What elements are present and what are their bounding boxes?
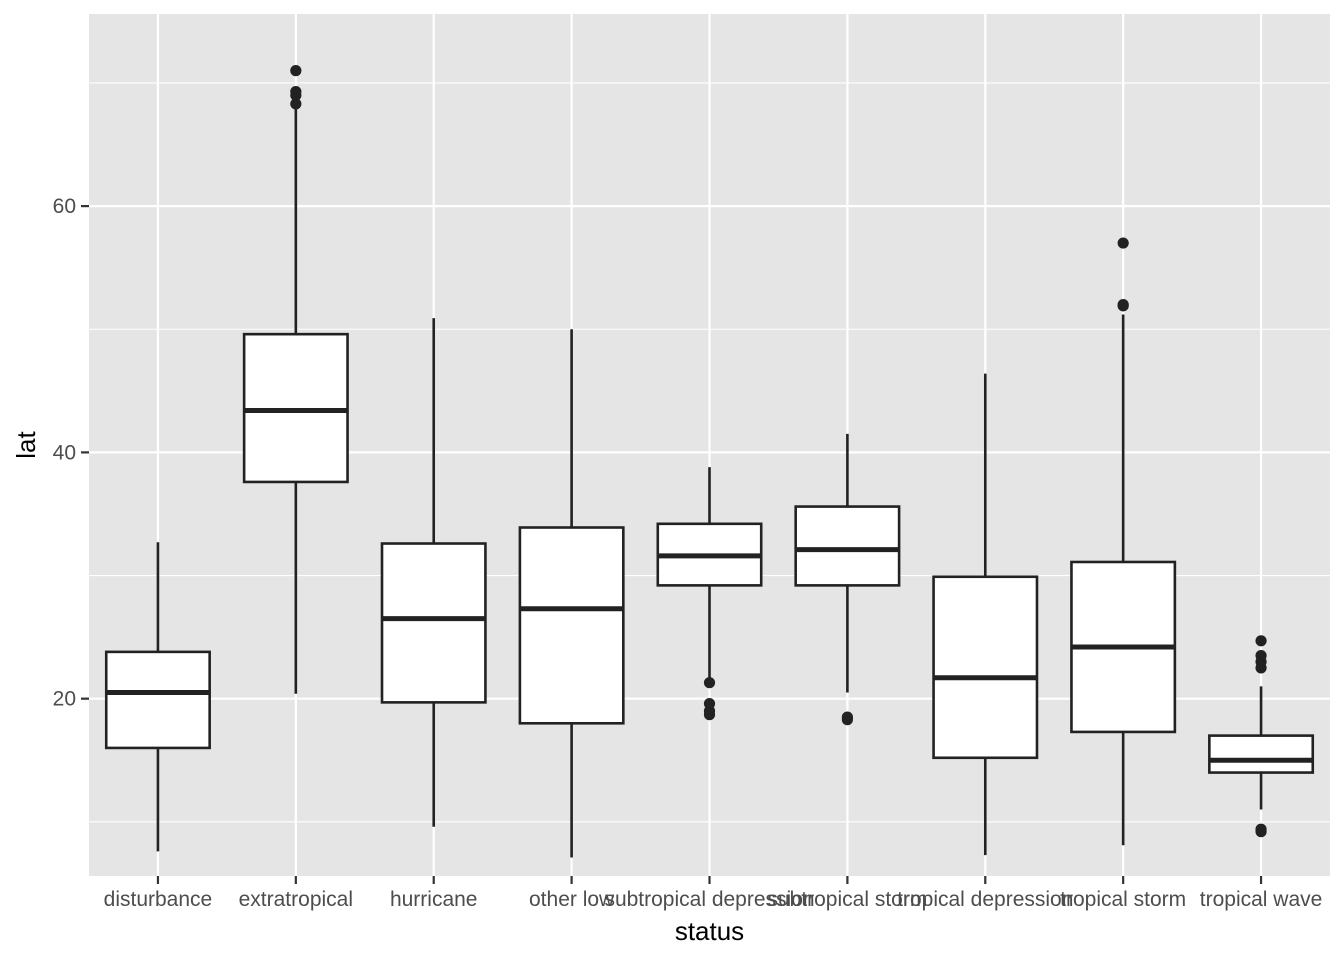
box-other-low	[518, 329, 625, 858]
box-tropical-depression	[932, 373, 1039, 856]
outlier-point	[1255, 823, 1267, 835]
y-axis-title: lat	[11, 430, 41, 458]
box-disturbance	[104, 542, 211, 852]
outlier-point	[1117, 237, 1129, 249]
box-tropical-storm	[1070, 237, 1177, 846]
box-body	[932, 575, 1039, 760]
x-tick-label: subtropical storm	[767, 888, 927, 911]
outlier-point	[290, 85, 302, 98]
outlier-point	[1117, 299, 1129, 311]
x-tick-label: extratropical	[239, 888, 353, 911]
outlier-point	[290, 65, 302, 77]
y-tick-label: 20	[53, 688, 76, 711]
axes: 20 40 60 disturbance extratropical hurricane o…	[53, 195, 1323, 911]
outlier-point	[1255, 635, 1267, 647]
box-body	[794, 505, 901, 587]
x-tick-label: tropical wave	[1200, 888, 1323, 911]
outlier-point	[703, 698, 716, 710]
outlier-point	[1255, 649, 1267, 662]
outlier-point	[290, 98, 302, 110]
x-tick-label: other low	[529, 888, 615, 911]
box-hurricane	[380, 318, 487, 827]
y-tick-label: 40	[53, 441, 76, 464]
x-tick-label: tropical depression	[897, 888, 1073, 911]
box-body	[1208, 734, 1315, 774]
y-tick-label: 60	[53, 195, 76, 218]
box-extratropical	[242, 65, 349, 694]
x-axis-title: status	[675, 916, 744, 946]
box-subtropical-depression	[656, 467, 763, 721]
box-body	[380, 542, 487, 704]
box-tropical-wave	[1208, 635, 1315, 838]
box-body	[104, 650, 211, 750]
box-body	[518, 526, 625, 725]
x-tick-label: tropical storm	[1060, 888, 1186, 911]
outlier-point	[841, 711, 853, 723]
outlier-point	[703, 677, 716, 689]
box-subtropical-storm	[794, 433, 901, 726]
x-tick-label: disturbance	[104, 888, 213, 911]
x-tick-label: hurricane	[390, 888, 478, 911]
x-tick-label: subtropical depression	[604, 888, 814, 911]
boxes	[104, 65, 1315, 858]
